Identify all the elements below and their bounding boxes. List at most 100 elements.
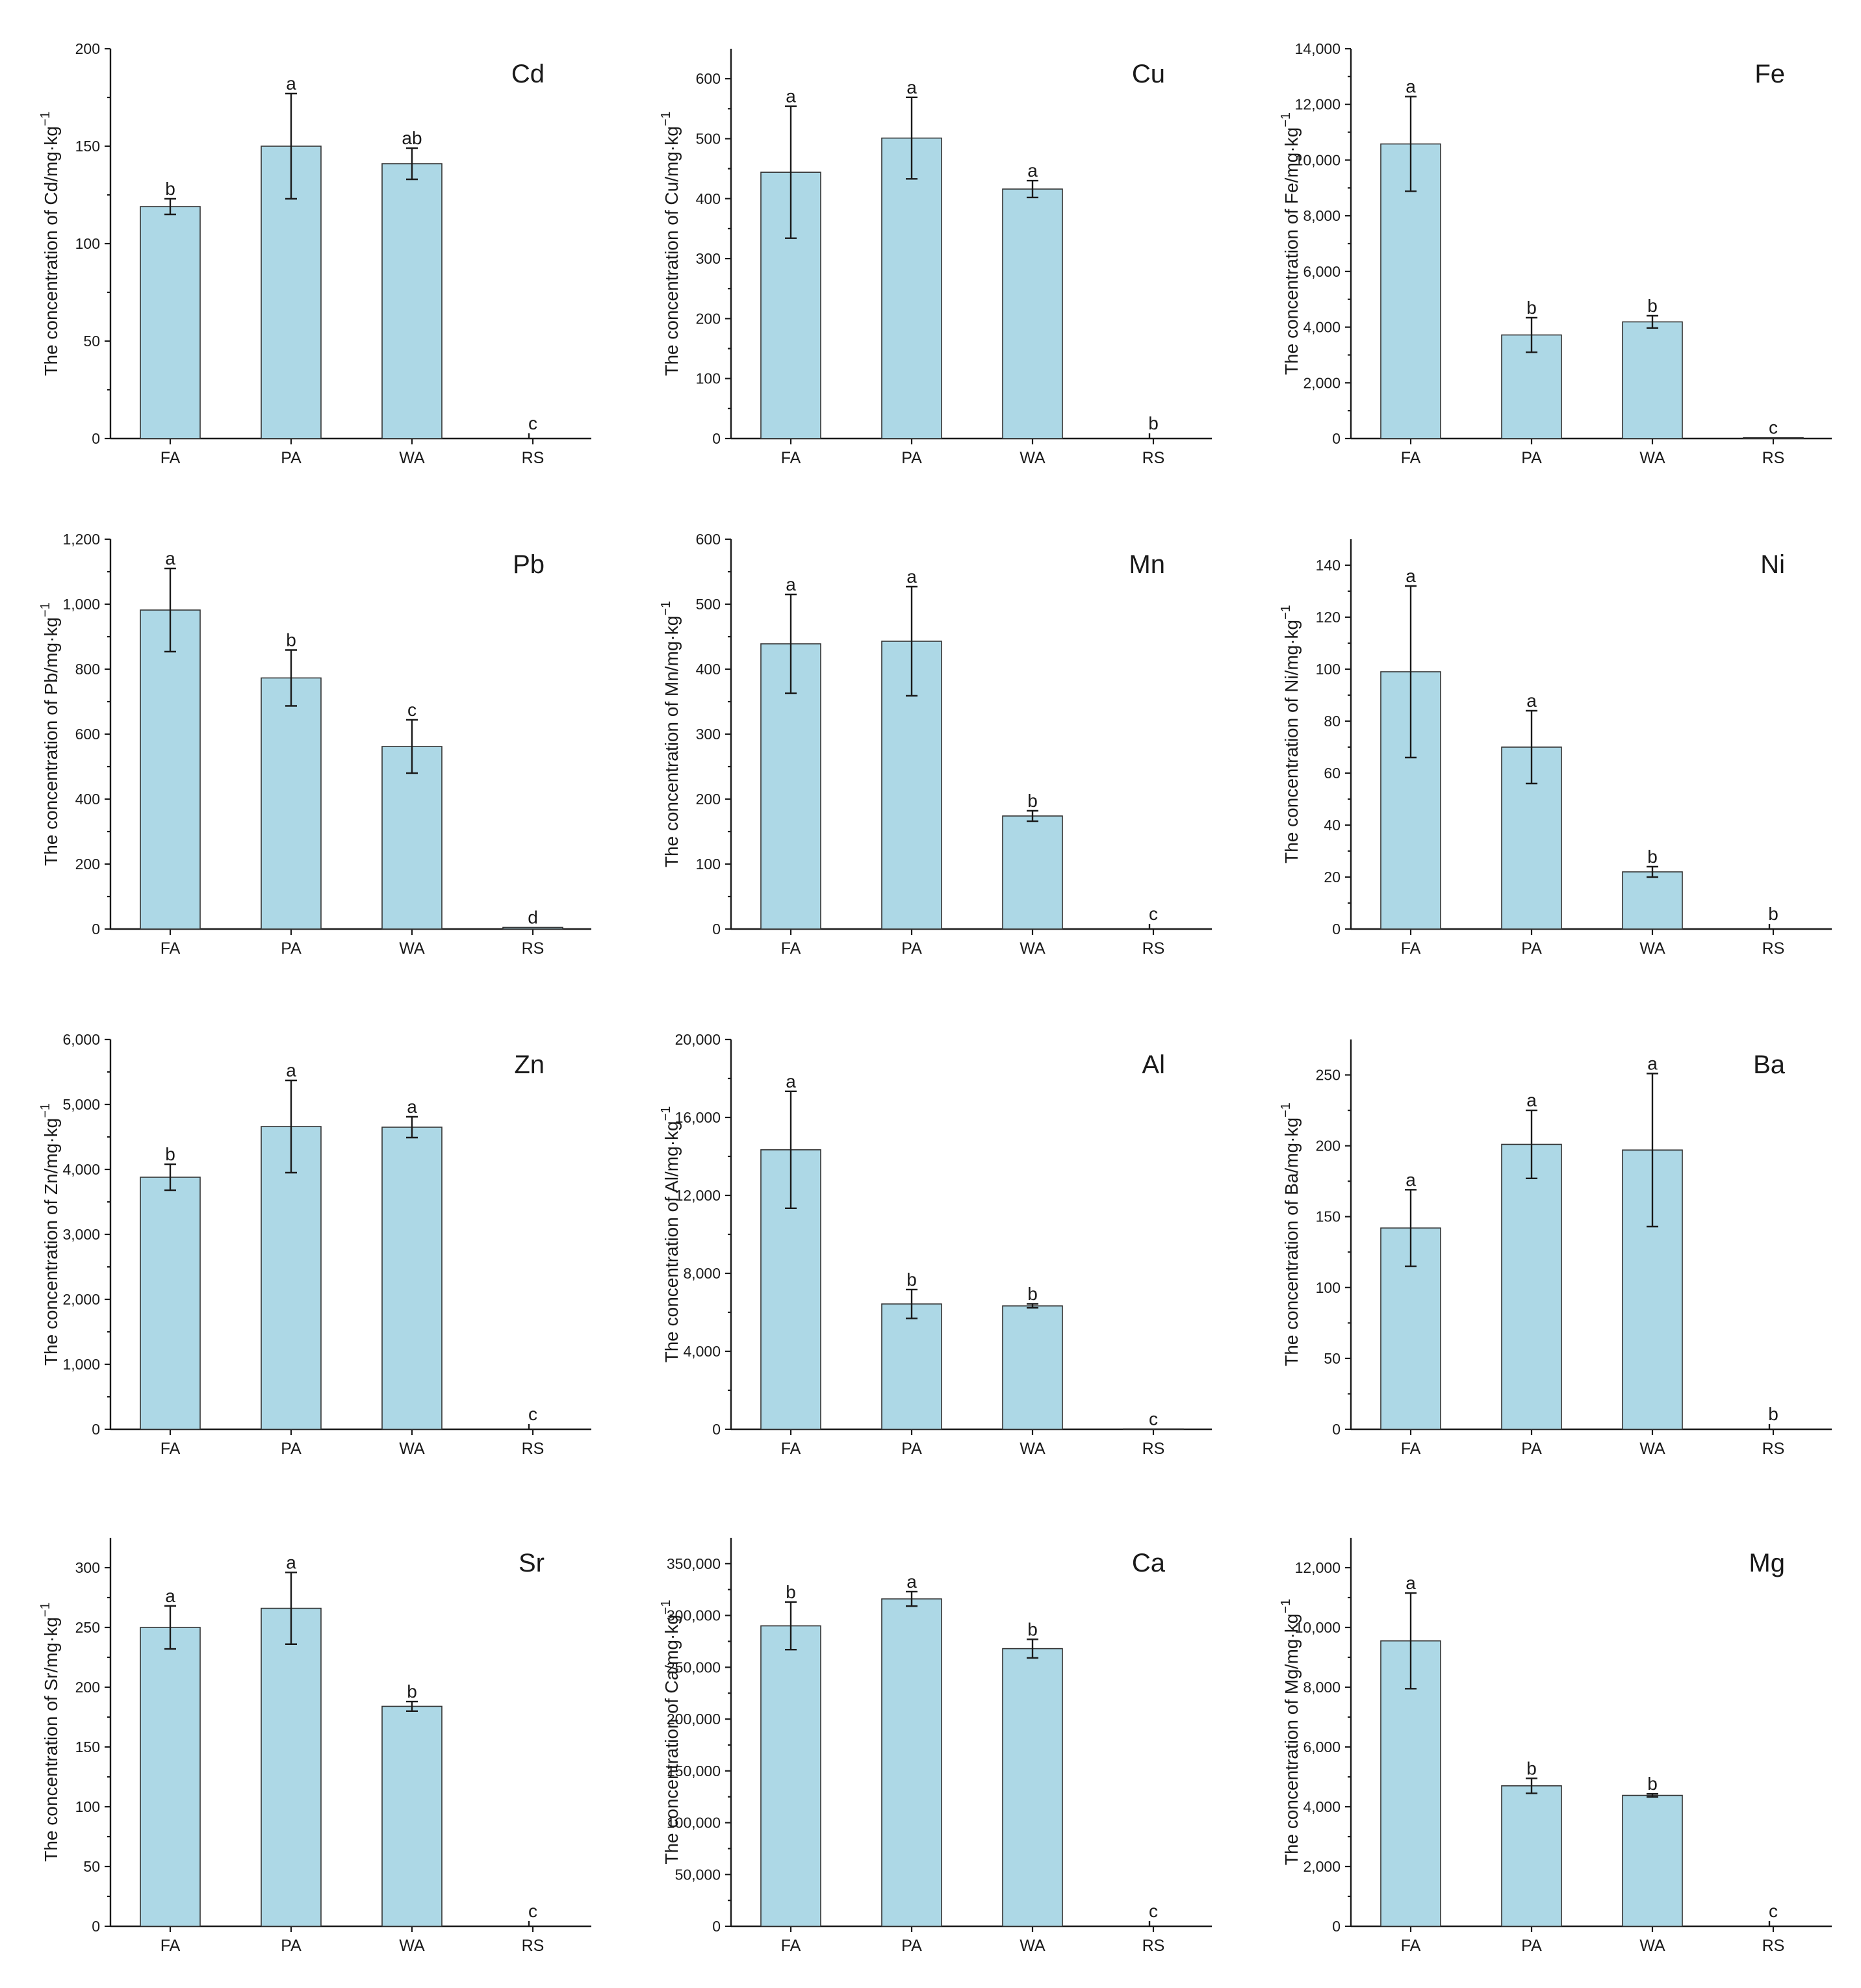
y-tick-label: 8,000 [1303, 207, 1341, 224]
y-tick-label: 200,000 [667, 1711, 721, 1727]
y-tick-label: 300 [696, 250, 721, 267]
y-axis-label-superscript: −1 [1279, 605, 1293, 620]
significance-letter: b [1647, 847, 1658, 867]
x-tick-label: WA [1639, 1440, 1665, 1458]
bar-pa [1501, 1785, 1562, 1927]
significance-letter: c [528, 1901, 537, 1921]
x-tick-label: RS [1762, 939, 1785, 958]
x-tick-label: RS [1142, 939, 1165, 958]
y-axis-label-text: The concentration of Pb/mg·kg [41, 617, 61, 866]
significance-letter: c [1149, 1408, 1158, 1429]
bar-pa [261, 1126, 322, 1430]
x-tick-label: FA [160, 449, 181, 467]
y-tick-label: 500 [696, 596, 721, 613]
bar-wa [381, 1705, 443, 1927]
x-tick-label: FA [160, 1937, 181, 1955]
y-tick-label: 250,000 [667, 1659, 721, 1676]
significance-letter: b [1027, 1619, 1038, 1639]
y-axis-label: The concentration of Ca/mg·kg−1 [659, 1599, 682, 1864]
significance-letter: a [407, 1097, 417, 1117]
y-tick-label: 2,000 [62, 1291, 100, 1308]
y-axis-label-text: The concentration of Al/mg·kg [661, 1121, 682, 1362]
significance-letter: c [528, 413, 537, 433]
significance-letter: a [1526, 1090, 1537, 1110]
significance-letter: a [286, 73, 296, 94]
bar-pa [881, 137, 942, 439]
x-tick-label: WA [399, 1440, 425, 1458]
y-tick-label: 4,000 [1303, 319, 1341, 336]
x-tick-label: PA [1521, 1440, 1542, 1458]
chart-title: Zn [514, 1051, 545, 1079]
y-tick-label: 150 [75, 138, 100, 155]
y-axis-label-superscript: −1 [38, 1103, 53, 1118]
x-tick-label: FA [781, 1440, 801, 1458]
y-tick-label: 12,000 [1295, 1559, 1341, 1576]
chart-title: Cd [511, 60, 545, 88]
y-axis-label-superscript: −1 [659, 111, 673, 126]
x-tick-label: WA [1020, 1937, 1046, 1955]
x-tick-label: PA [901, 449, 922, 467]
x-tick-label: WA [1639, 1937, 1665, 1955]
y-axis-label: The concentration of Mg/mg·kg−1 [1279, 1599, 1302, 1865]
x-tick-label: FA [781, 449, 801, 467]
y-tick-label: 4,000 [1303, 1798, 1341, 1815]
y-tick-label: 50 [83, 1858, 100, 1875]
significance-letter: b [1768, 904, 1778, 924]
y-tick-label: 0 [1332, 1421, 1341, 1438]
significance-letter: b [286, 630, 296, 650]
significance-letter: b [786, 1582, 796, 1602]
y-tick-label: 6,000 [1303, 263, 1341, 280]
significance-letter: a [165, 548, 175, 568]
y-axis-label: The concentration of Ni/mg·kg−1 [1279, 605, 1302, 863]
y-tick-label: 150 [75, 1739, 100, 1755]
y-axis-label-text: The concentration of Ba/mg·kg [1281, 1117, 1302, 1366]
y-tick-label: 0 [1332, 430, 1341, 447]
x-tick-label: RS [1762, 1937, 1785, 1955]
significance-letter: a [165, 1586, 175, 1606]
significance-letter: a [1405, 1573, 1416, 1593]
x-tick-label: PA [901, 1937, 922, 1955]
x-tick-label: PA [281, 1937, 302, 1955]
y-tick-label: 0 [92, 430, 100, 447]
y-axis-label-superscript: −1 [659, 601, 673, 616]
significance-letter: a [786, 1071, 796, 1091]
x-tick-label: PA [281, 939, 302, 958]
y-axis-label-text: The concentration of Fe/mg·kg [1281, 127, 1302, 375]
x-tick-label: RS [1762, 449, 1785, 467]
x-tick-label: WA [1020, 1440, 1046, 1458]
y-tick-label: 12,000 [1295, 96, 1341, 113]
significance-letter: b [1027, 1284, 1038, 1304]
x-tick-label: PA [1521, 939, 1542, 958]
y-tick-label: 300 [696, 726, 721, 743]
y-tick-label: 600 [696, 531, 721, 548]
x-tick-label: RS [1762, 1440, 1785, 1458]
y-tick-label: 1,000 [62, 596, 100, 613]
significance-letter: c [1149, 1901, 1158, 1921]
significance-letter: a [906, 77, 917, 97]
x-tick-label: FA [160, 1440, 181, 1458]
y-tick-label: 140 [1316, 557, 1341, 574]
x-tick-label: PA [1521, 449, 1542, 467]
y-axis-label: The concentration of Al/mg·kg−1 [659, 1106, 682, 1363]
y-tick-label: 200 [696, 791, 721, 808]
x-tick-label: FA [781, 1937, 801, 1955]
y-tick-label: 20,000 [675, 1031, 721, 1048]
y-axis-label-superscript: −1 [659, 1599, 673, 1614]
y-axis-label: The concentration of Cu/mg·kg−1 [659, 111, 682, 376]
y-axis-label: The concentration of Sr/mg·kg−1 [38, 1602, 61, 1861]
y-axis-label-text: The concentration of Mg/mg·kg [1281, 1614, 1302, 1866]
chart-title: Sr [519, 1549, 545, 1577]
bar-wa [1622, 321, 1683, 439]
chart-cd: 0 50 100 150 200 The concentration of Cd/mg·k… [38, 40, 591, 467]
y-axis-label-superscript: −1 [1279, 112, 1293, 127]
chart-title: Pb [513, 550, 545, 579]
significance-letter: b [407, 1681, 417, 1701]
significance-letter: a [1027, 160, 1038, 181]
x-tick-label: WA [399, 449, 425, 467]
significance-letter: ab [402, 128, 422, 148]
bar-pa [881, 641, 942, 930]
y-tick-label: 600 [75, 726, 100, 743]
y-axis-label: The concentration of Pb/mg·kg−1 [38, 602, 61, 866]
y-tick-label: 50 [1324, 1350, 1341, 1367]
